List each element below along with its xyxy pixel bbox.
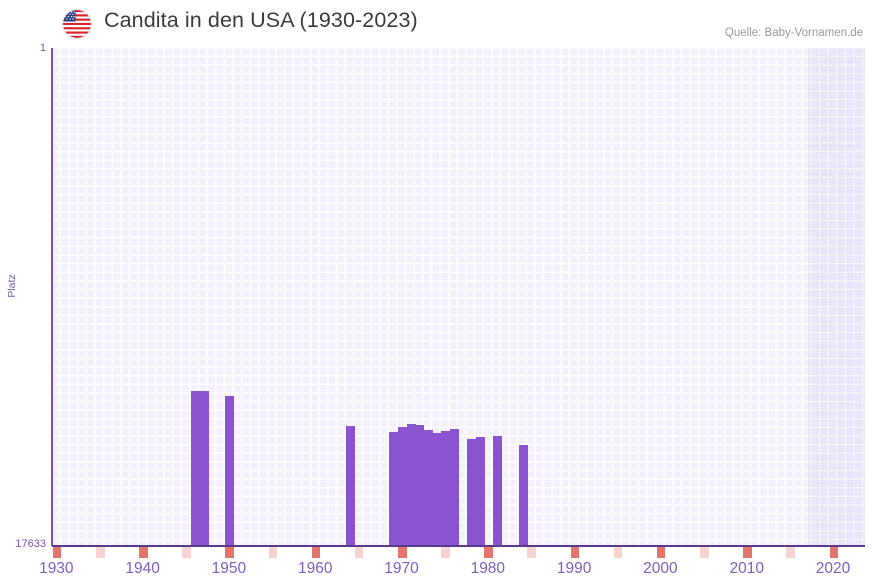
- x-axis-label-1990: 1990: [556, 560, 592, 577]
- bar-1964[interactable]: [346, 426, 356, 546]
- bar-1973[interactable]: [423, 429, 433, 546]
- x-axis-label-1960: 1960: [297, 560, 333, 577]
- tick-mark-1995: [613, 547, 623, 558]
- tick-mark-1940: [139, 547, 148, 558]
- x-axis-label-1970: 1970: [384, 560, 419, 577]
- x-axis-label-1950: 1950: [211, 560, 247, 577]
- tick-mark-1960: [311, 547, 321, 558]
- x-axis-line: [52, 545, 865, 547]
- tick-mark-1990: [570, 547, 580, 558]
- bar-1972[interactable]: [415, 425, 425, 546]
- chart-title: Candita in den USA (1930-2023): [104, 8, 418, 32]
- plot-area: [52, 48, 865, 546]
- bar-1979[interactable]: [475, 436, 485, 546]
- bar-1969[interactable]: [389, 431, 399, 546]
- y-axis-line: [51, 48, 53, 546]
- bar-1984[interactable]: [518, 445, 528, 546]
- tick-mark-1945: [182, 547, 191, 558]
- tick-mark-2015: [786, 547, 795, 558]
- bar-1947[interactable]: [199, 390, 209, 546]
- tick-mark-1930: [52, 547, 62, 558]
- tick-mark-1950: [225, 547, 234, 558]
- x-axis-label-1930: 1930: [39, 560, 74, 577]
- tick-mark-1955: [268, 547, 278, 558]
- x-axis-label-2020: 2020: [815, 560, 851, 577]
- bar-1978[interactable]: [467, 438, 477, 546]
- tick-mark-1965: [354, 547, 364, 558]
- bar-1974[interactable]: [432, 432, 442, 546]
- bar-1950[interactable]: [225, 395, 235, 546]
- x-axis-tick-strip: [52, 547, 865, 558]
- bar-1946[interactable]: [190, 390, 200, 546]
- x-axis-label-1980: 1980: [470, 560, 506, 577]
- bar-1981[interactable]: [492, 436, 502, 546]
- source-attribution: Quelle: Baby-Vornamen.de: [724, 27, 863, 39]
- tick-mark-1935: [95, 547, 105, 558]
- tick-mark-1985: [527, 547, 537, 558]
- y-axis-top-label: 1: [39, 42, 46, 54]
- bar-1970[interactable]: [398, 426, 407, 546]
- tick-mark-2010: [743, 547, 752, 558]
- x-axis-label-2000: 2000: [643, 560, 678, 577]
- bar-series: [52, 48, 865, 546]
- x-axis-label-1940: 1940: [125, 560, 160, 577]
- tick-mark-1980: [484, 547, 493, 558]
- x-axis-label-2010: 2010: [729, 560, 764, 577]
- tick-mark-2005: [700, 547, 709, 558]
- tick-mark-1975: [441, 547, 450, 558]
- bar-1975[interactable]: [441, 430, 451, 546]
- tick-mark-2020: [829, 547, 839, 558]
- tick-mark-2000: [656, 547, 666, 558]
- bar-1976[interactable]: [449, 428, 459, 546]
- us-flag-icon: [63, 10, 91, 38]
- bar-1971[interactable]: [406, 423, 416, 546]
- y-axis-bottom-label: 17633: [15, 538, 46, 550]
- chart-header: Candita in den USA (1930-2023) Quelle: B…: [0, 0, 873, 46]
- y-axis-title: Platz: [6, 274, 18, 298]
- tick-mark-1970: [398, 547, 407, 558]
